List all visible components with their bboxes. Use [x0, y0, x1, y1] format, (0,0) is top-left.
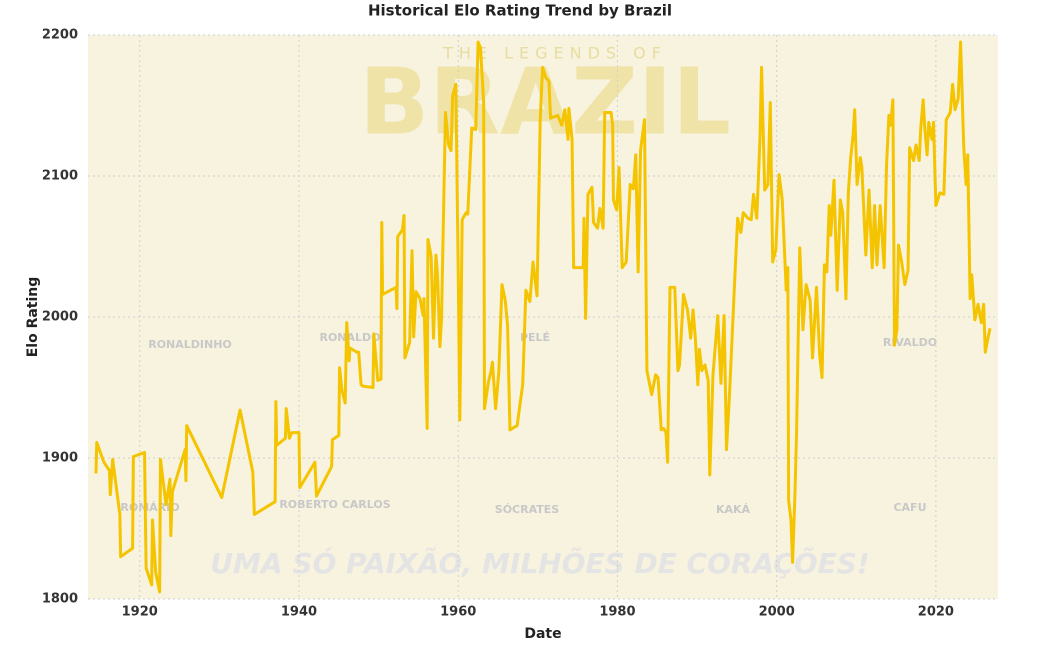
chart-title: Historical Elo Rating Trend by Brazil: [368, 2, 672, 20]
bg-player: CAFU: [893, 501, 926, 514]
plot: [94, 40, 992, 594]
y-tick-label: 2000: [42, 310, 78, 325]
x-tick-label: 2020: [918, 605, 954, 620]
x-tick-label: 1920: [122, 605, 158, 620]
bg-team: BRAZIL: [359, 48, 731, 155]
x-tick-label: 1960: [440, 605, 476, 620]
y-tick-label: 2200: [42, 28, 78, 43]
bg-headline: THE LEGENDS OF: [442, 44, 667, 63]
bg-player: KAKÁ: [716, 503, 751, 516]
y-tick-label: 2100: [42, 169, 78, 184]
x-tick-label: 2000: [759, 605, 795, 620]
bg-slogan: UMA SÓ PAIXÃO, MILHÕES DE CORAÇÕES!: [210, 546, 869, 580]
bg-player: RIVALDO: [883, 336, 937, 349]
y-tick-label: 1800: [42, 592, 78, 607]
bg-player: SÓCRATES: [495, 503, 559, 516]
bg-player: RONALDINHO: [148, 338, 232, 351]
grid: [88, 34, 998, 600]
bg-player: ROBERTO CARLOS: [279, 498, 390, 511]
bg-player: RONALDO: [319, 331, 380, 344]
data-line: [94, 40, 992, 594]
x-tick-label: 1980: [599, 605, 635, 620]
x-tick-label: 1940: [281, 605, 317, 620]
x-axis-label: Date: [524, 626, 561, 642]
y-axis-label: Elo Rating: [25, 277, 41, 358]
y-tick-label: 1900: [42, 451, 78, 466]
bg-player: PELÉ: [520, 331, 550, 344]
